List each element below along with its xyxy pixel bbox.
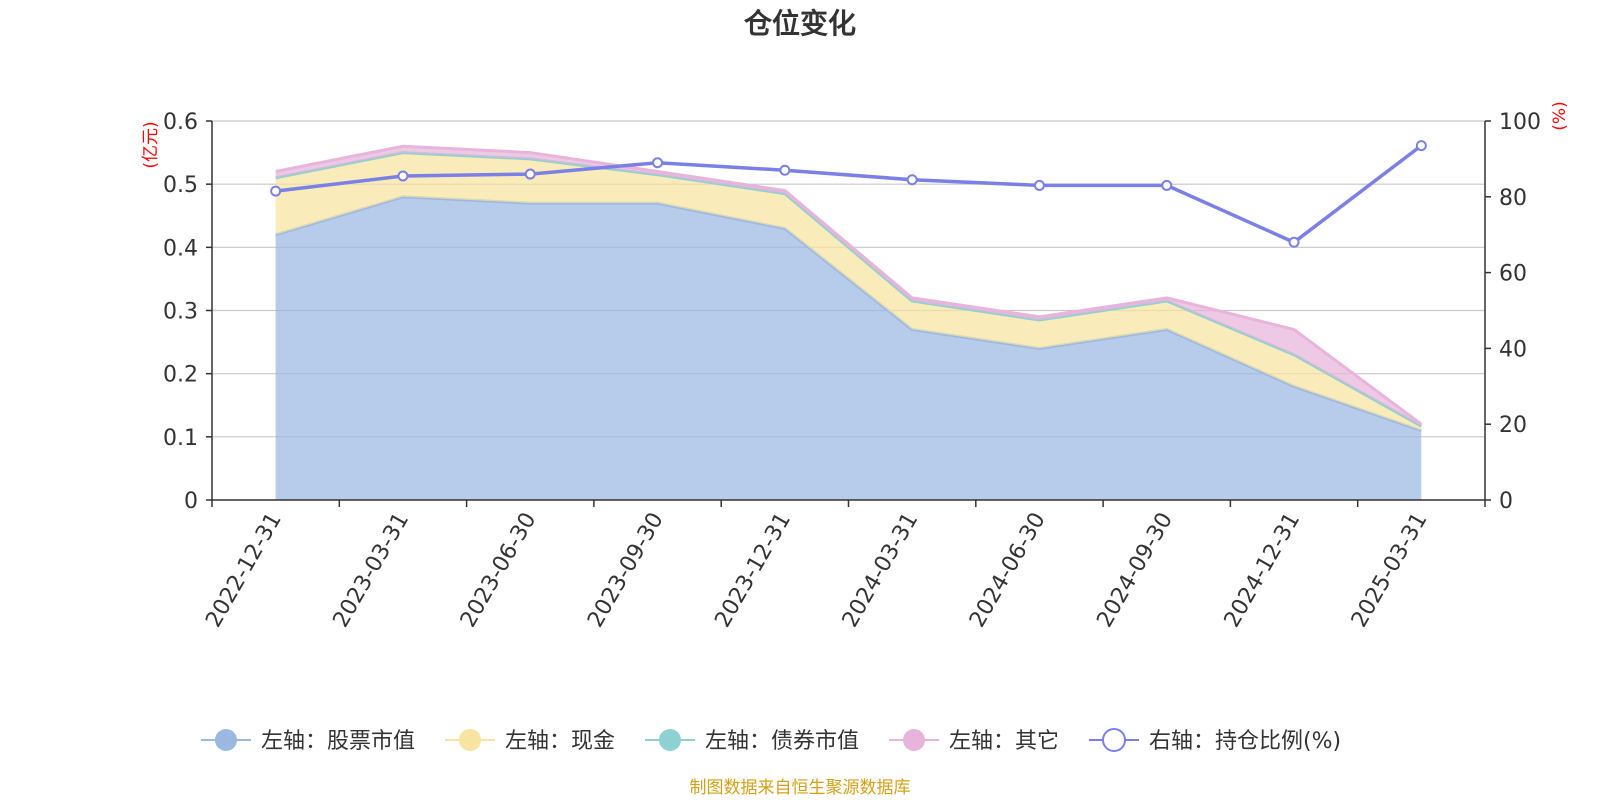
right-tick-label: 20 <box>1499 413 1527 438</box>
ratio-point <box>270 185 282 197</box>
x-tick-label: 2023-09-30 <box>583 509 669 632</box>
left-tick-label: 0.2 <box>163 363 198 388</box>
x-tick-label: 2024-06-30 <box>965 509 1051 632</box>
left-tick-label: 0 <box>184 489 198 514</box>
chart-title: 仓位变化 <box>744 7 856 40</box>
legend-marker <box>1102 728 1126 752</box>
left-tick-label: 0.1 <box>163 426 198 451</box>
ratio-point <box>524 168 536 180</box>
right-tick-label: 40 <box>1499 337 1527 362</box>
legend-marker <box>659 729 681 751</box>
right-tick-label: 100 <box>1499 110 1541 135</box>
right-tick-label: 80 <box>1499 186 1527 211</box>
left-tick-label: 0.6 <box>163 110 198 135</box>
area-fill <box>275 196 1422 501</box>
area-series <box>275 144 1423 501</box>
right-axis-unit: (%) <box>1550 101 1570 130</box>
ratio-point <box>1415 140 1427 152</box>
x-tick-label: 2023-12-31 <box>710 509 796 632</box>
legend-marker <box>903 729 925 751</box>
right-tick-label: 0 <box>1499 489 1513 514</box>
x-tick-label: 2023-03-31 <box>329 509 415 632</box>
ratio-point <box>779 164 791 176</box>
source-note: 制图数据来自恒生聚源数据库 <box>690 778 911 798</box>
legend-item[interactable]: 左轴：其它 <box>889 729 1059 754</box>
legend-item[interactable]: 右轴：持仓比例(%) <box>1089 728 1341 754</box>
x-tick-label: 2025-03-31 <box>1347 509 1433 632</box>
area-fill <box>275 152 1422 431</box>
legend: 左轴：股票市值 左轴：现金 左轴：债券市值 左轴：其它 右轴：持仓比例(%) <box>201 728 1341 754</box>
left-axis-unit: (亿元) <box>141 121 161 168</box>
right-tick-label: 60 <box>1499 262 1527 287</box>
legend-item[interactable]: 左轴：现金 <box>445 729 615 754</box>
ratio-point <box>1288 236 1300 248</box>
left-tick-label: 0.4 <box>163 236 198 261</box>
ratio-point <box>906 174 918 186</box>
ratio-point <box>397 170 409 182</box>
line-series <box>270 140 1427 248</box>
legend-label: 左轴：现金 <box>505 729 615 754</box>
ratio-point <box>1033 179 1045 191</box>
left-tick-label: 0.3 <box>163 300 198 325</box>
ratio-point <box>1161 179 1173 191</box>
x-tick-label: 2024-09-30 <box>1092 509 1178 632</box>
legend-item[interactable]: 左轴：债券市值 <box>645 729 859 754</box>
area-edge-line <box>275 144 1423 426</box>
legend-item[interactable]: 左轴：股票市值 <box>201 729 415 754</box>
x-tick-label: 2024-12-31 <box>1220 509 1306 632</box>
x-tick-label: 2024-03-31 <box>838 509 924 632</box>
ratio-point <box>652 157 664 169</box>
x-tick-label: 2023-06-30 <box>456 509 542 632</box>
left-tick-label: 0.5 <box>163 173 198 198</box>
legend-label: 右轴：持仓比例(%) <box>1149 729 1341 754</box>
ratio-line <box>275 144 1423 245</box>
legend-marker <box>215 729 237 751</box>
legend-label: 左轴：债券市值 <box>705 729 859 754</box>
x-tick-label: 2022-12-31 <box>201 509 287 632</box>
legend-label: 左轴：股票市值 <box>261 729 415 754</box>
legend-marker <box>459 729 481 751</box>
legend-label: 左轴：其它 <box>949 729 1059 754</box>
